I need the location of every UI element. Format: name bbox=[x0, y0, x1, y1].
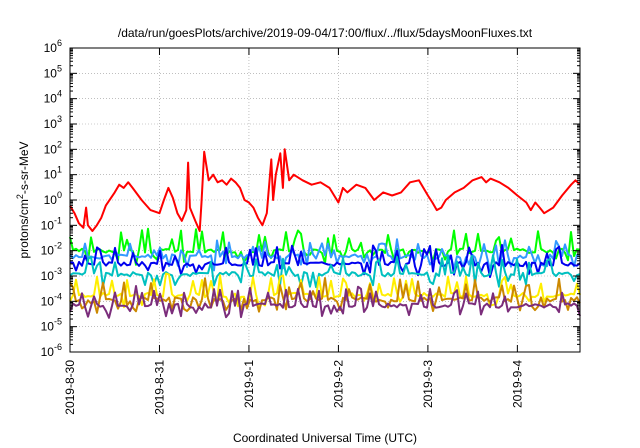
y-tick-label: 10-5 bbox=[41, 317, 62, 334]
x-tick-label: 2019-9-2 bbox=[331, 360, 345, 408]
y-tick-base: 10 bbox=[41, 345, 55, 359]
y-tick-base: 10 bbox=[44, 193, 58, 207]
series-line-2 bbox=[69, 238, 581, 272]
y-tick-label: 10-1 bbox=[41, 215, 62, 232]
chart-title: /data/run/goesPlots/archive/2019-09-04/1… bbox=[118, 26, 533, 40]
y-axis-label-main: protons/cm bbox=[17, 199, 31, 258]
y-tick-label: 100 bbox=[44, 190, 62, 207]
y-tick-label: 104 bbox=[44, 89, 62, 106]
y-tick-base: 10 bbox=[41, 294, 55, 308]
x-tick-label: 2019-8-30 bbox=[63, 360, 77, 415]
x-tick-label: 2019-8-31 bbox=[152, 360, 166, 415]
y-axis-label-sup: 2 bbox=[15, 194, 25, 199]
y-tick-base: 10 bbox=[41, 244, 55, 258]
y-tick-exponent: -6 bbox=[54, 342, 62, 352]
y-tick-exponent: -3 bbox=[54, 266, 62, 276]
y-tick-exponent: 4 bbox=[57, 89, 62, 99]
x-axis-label: Coordinated Universal Time (UTC) bbox=[233, 431, 417, 445]
y-tick-exponent: -2 bbox=[54, 241, 62, 251]
y-tick-exponent: 1 bbox=[57, 165, 62, 175]
x-tick-label: 2019-9-3 bbox=[421, 360, 435, 408]
y-tick-base: 10 bbox=[44, 117, 58, 131]
y-tick-exponent: -4 bbox=[54, 291, 62, 301]
y-tick-label: 10-2 bbox=[41, 241, 62, 258]
y-tick-exponent: 0 bbox=[57, 190, 62, 200]
y-tick-label: 10-4 bbox=[41, 291, 62, 308]
y-tick-label: 10-3 bbox=[41, 266, 62, 283]
y-tick-base: 10 bbox=[44, 66, 58, 80]
x-tick-label: 2019-9-4 bbox=[510, 360, 524, 408]
plot-border bbox=[69, 47, 581, 353]
y-tick-label: 105 bbox=[44, 63, 62, 80]
series-line-0 bbox=[69, 148, 581, 232]
y-tick-exponent: 2 bbox=[57, 139, 62, 149]
y-axis: 10-610-510-410-310-210-11001011021031041… bbox=[41, 38, 580, 359]
y-tick-exponent: 6 bbox=[57, 38, 62, 48]
y-tick-base: 10 bbox=[41, 218, 55, 232]
y-tick-base: 10 bbox=[41, 269, 55, 283]
data-series bbox=[69, 148, 581, 319]
y-tick-label: 10-6 bbox=[41, 342, 62, 359]
x-tick-label: 2019-9-1 bbox=[242, 360, 256, 408]
y-tick-base: 10 bbox=[44, 92, 58, 106]
y-tick-exponent: 3 bbox=[57, 114, 62, 124]
y-axis-label-tail: -s-sr-MeV bbox=[17, 141, 31, 194]
series-line-7 bbox=[69, 285, 581, 319]
y-tick-exponent: -5 bbox=[54, 317, 62, 327]
y-tick-label: 106 bbox=[44, 38, 62, 55]
y-axis-label: protons/cm2-s-sr-MeV bbox=[15, 141, 31, 258]
y-tick-base: 10 bbox=[44, 168, 58, 182]
y-tick-label: 102 bbox=[44, 139, 62, 156]
y-tick-base: 10 bbox=[44, 41, 58, 55]
y-tick-label: 101 bbox=[44, 165, 62, 182]
y-tick-label: 103 bbox=[44, 114, 62, 131]
y-tick-base: 10 bbox=[41, 320, 55, 334]
y-tick-exponent: 5 bbox=[57, 63, 62, 73]
y-tick-exponent: -1 bbox=[54, 215, 62, 225]
y-tick-base: 10 bbox=[44, 142, 58, 156]
x-axis: 2019-8-30 2019-8-31 2019-9-1 2019-9-2 2019-9… bbox=[63, 48, 524, 415]
